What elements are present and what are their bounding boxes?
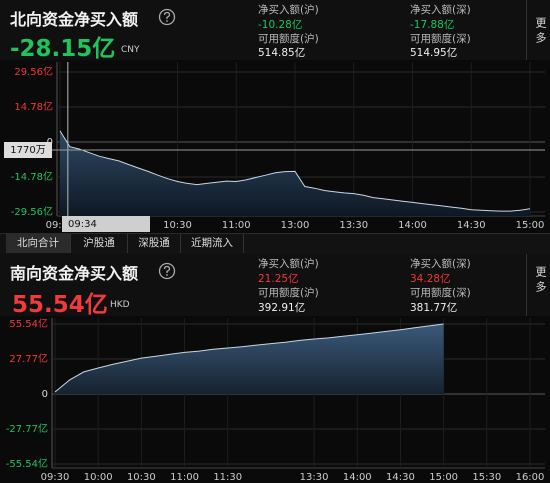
y-tick-label: 29.56亿 [14,65,53,78]
x-tick-label: 15:00 [516,220,545,231]
south-unit: HKD [110,300,130,310]
line [54,323,444,393]
north-header [0,0,550,60]
cursor-x-label: 09:34 [68,219,97,230]
x-tick-label: 13:30 [300,472,329,483]
y-tick-label: -27.77亿 [6,422,48,435]
south-title: 南向资金净买入额 [10,264,139,283]
x-tick-label: 11:00 [222,220,251,231]
sh-avail-value: 514.85亿 [258,47,306,59]
sz-avail-value: 381.77亿 [410,302,458,314]
sz-avail-label: 可用额度(深) [410,33,471,45]
sz-net-label: 净买入额(深) [410,4,471,16]
tab[interactable]: 沪股通 [71,234,128,253]
area-fill [55,324,444,394]
sh-avail-value: 392.91亿 [258,302,306,314]
north-net-value: -28.15亿 [10,36,116,62]
sz-net-value: 34.28亿 [410,273,451,285]
north-unit: CNY [121,45,140,55]
y-tick-label: -29.56亿 [11,205,53,218]
x-tick-label: 14:30 [457,220,486,231]
sz-avail-value: 514.95亿 [410,47,458,59]
sh-net-value: 21.25亿 [258,273,299,285]
cursor-y-label: 1770万 [10,145,45,156]
y-tick-label: 27.77亿 [9,352,48,365]
separator [526,254,527,316]
x-tick-label: 13:00 [281,220,310,231]
cursor-y-box [4,142,52,158]
cursor-x-box [62,216,150,232]
tab[interactable]: 北向合计 [6,234,71,253]
x-tick-label: 14:00 [398,220,427,231]
sh-net-value: -10.28亿 [258,19,303,31]
south-header [0,254,550,316]
x-tick-label: 15:30 [472,472,501,483]
y-tick-label: -14.78亿 [11,170,53,183]
sz-avail-label: 可用额度(深) [410,287,471,299]
x-tick-label: 14:30 [386,472,415,483]
x-tick-label: 11:30 [213,472,242,483]
y-tick-label: 14.78亿 [14,100,53,113]
tab-bar [0,233,550,254]
more-button[interactable]: 更多 [534,17,547,47]
x-tick-label: 16:00 [516,472,545,483]
line [59,130,531,212]
x-tick-label: 14:00 [343,472,372,483]
area-fill [60,130,530,216]
x-tick-label: 15:00 [429,472,458,483]
x-tick-label: 09:30 [41,472,70,483]
sz-net-label: 净买入额(深) [410,258,471,270]
tab[interactable]: 近期流入 [181,234,244,253]
y-tick-label: 0 [42,389,48,400]
x-tick-label: 11:00 [170,472,199,483]
help-icon[interactable] [158,262,176,280]
sh-avail-label: 可用额度(沪) [258,287,319,299]
x-tick-label: 09:30 [46,220,75,231]
x-tick-label: 10:30 [163,220,192,231]
sh-avail-label: 可用额度(沪) [258,33,319,45]
north-title: 北向资金净买入额 [10,10,139,29]
y-tick-label: -55.54亿 [6,457,48,470]
x-tick-label: 10:30 [127,472,156,483]
help-icon[interactable] [158,8,176,26]
x-tick-label: 10:00 [84,472,113,483]
sz-net-value: -17.88亿 [410,19,455,31]
y-tick-label: 55.54亿 [9,317,48,330]
tab[interactable]: 深股通 [128,234,181,253]
sh-net-label: 净买入额(沪) [258,258,319,270]
x-tick-label: 13:30 [339,220,368,231]
more-button[interactable]: 更多 [534,266,547,296]
south-net-value: 55.54亿 [12,292,108,318]
separator [526,0,527,60]
sh-net-label: 净买入额(沪) [258,4,319,16]
